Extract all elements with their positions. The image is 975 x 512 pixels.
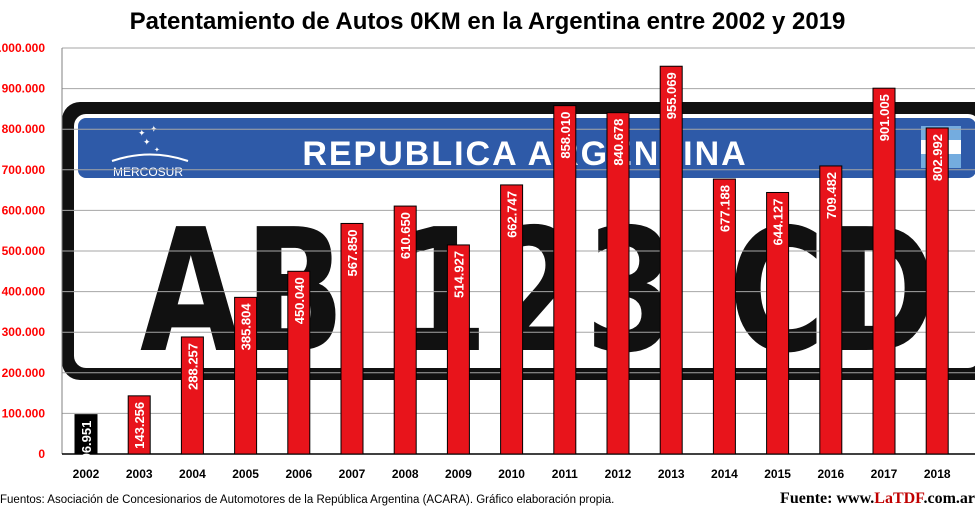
data-label-2002: 96.951 xyxy=(79,421,94,461)
svg-text:✦: ✦ xyxy=(154,146,160,154)
bar-2014 xyxy=(712,178,736,455)
x-tick-label: 2003 xyxy=(126,467,153,481)
source-site-suffix: .com.ar xyxy=(923,490,975,507)
data-label-2008: 610.650 xyxy=(398,212,413,259)
bar-2017 xyxy=(872,87,896,455)
data-label-2004: 288.257 xyxy=(185,343,200,390)
y-tick-label: 900.000 xyxy=(2,82,46,96)
y-tick-label: 600.000 xyxy=(2,203,46,217)
bar-2005 xyxy=(234,296,258,455)
bar-2004 xyxy=(180,336,204,455)
x-tick-label: 2014 xyxy=(711,467,738,481)
y-tick-label: 200.000 xyxy=(2,366,46,380)
x-tick-labels: 2002 2003 2004 2005 2006 2007 2008 2009 2010 2011… xyxy=(73,467,951,481)
x-tick-label: 2006 xyxy=(285,467,312,481)
x-tick-label: 2017 xyxy=(871,467,898,481)
data-label-2016: 709.482 xyxy=(824,172,839,219)
bar-2008 xyxy=(393,205,417,455)
bar-2006 xyxy=(287,270,311,455)
x-tick-label: 2012 xyxy=(605,467,632,481)
x-tick-label: 2005 xyxy=(232,467,259,481)
bars xyxy=(74,65,949,455)
x-tick-label: 2009 xyxy=(445,467,472,481)
mercosur-stars-icon: ✦ ✦ ✦ ✦ xyxy=(111,125,189,162)
x-tick-label: 2007 xyxy=(339,467,366,481)
bar-2013 xyxy=(659,65,683,455)
data-label-2003: 143.256 xyxy=(132,402,147,449)
data-label-2015: 644.127 xyxy=(771,198,786,245)
data-label-2017: 901.005 xyxy=(877,94,892,141)
data-labels: 96.951 143.256 288.257 385.804 450.040 567.85… xyxy=(79,72,945,461)
bar-2007 xyxy=(340,222,364,455)
y-tick-label: 800.000 xyxy=(2,122,46,136)
y-tick-label: 400.000 xyxy=(2,285,46,299)
plate-band xyxy=(78,118,975,178)
y-tick-labels: 0 100.000 200.000 300.000 400.000 500.000 600.… xyxy=(0,41,45,461)
bar-2016 xyxy=(819,165,843,455)
x-tick-label: 2010 xyxy=(498,467,525,481)
chart-title: Patentamiento de Autos 0KM en la Argenti… xyxy=(129,8,846,35)
mercosur-text: MERCOSUR xyxy=(113,165,183,179)
bar-2015 xyxy=(766,191,790,455)
svg-text:✦: ✦ xyxy=(138,129,146,139)
data-label-2005: 385.804 xyxy=(239,303,254,351)
data-label-2013: 955.069 xyxy=(664,72,679,119)
x-tick-label: 2011 xyxy=(552,467,578,481)
axes xyxy=(61,48,975,455)
bar-2009 xyxy=(446,244,470,455)
bar-2018 xyxy=(925,127,949,455)
data-label-2010: 662.747 xyxy=(505,191,520,238)
data-label-2012: 840.678 xyxy=(611,119,626,166)
data-label-2011: 858.010 xyxy=(558,112,573,159)
data-label-2018: 802.992 xyxy=(930,134,945,181)
svg-text:✦: ✦ xyxy=(150,125,158,135)
x-tick-label: 2016 xyxy=(817,467,844,481)
x-tick-label: 2013 xyxy=(658,467,685,481)
y-tick-label: 1.000.000 xyxy=(0,41,45,55)
bar-2003 xyxy=(127,395,151,455)
x-tick-label: 2015 xyxy=(764,467,791,481)
x-tick-label: 2008 xyxy=(392,467,419,481)
x-tick-label: 2004 xyxy=(179,467,206,481)
source-note: Fuentos: Asociación de Concesionarios de… xyxy=(0,494,615,506)
bar-2012 xyxy=(606,112,630,455)
bar-2011 xyxy=(553,105,577,455)
svg-text:✦: ✦ xyxy=(143,138,151,148)
y-tick-label: 0 xyxy=(38,447,45,461)
x-tick-label: 2018 xyxy=(924,467,951,481)
y-tick-label: 500.000 xyxy=(2,244,46,258)
bar-2010 xyxy=(500,184,524,455)
data-label-2009: 514.927 xyxy=(451,251,466,298)
x-tick-label: 2002 xyxy=(73,467,100,481)
source-site: Fuente: www.LaTDF.com.ar xyxy=(780,490,975,508)
data-label-2006: 450.040 xyxy=(292,277,307,324)
bar-2002 xyxy=(74,414,98,455)
source-site-brand: LaTDF xyxy=(874,490,924,507)
data-label-2007: 567.850 xyxy=(345,229,360,276)
y-tick-label: 700.000 xyxy=(2,163,46,177)
y-tick-label: 300.000 xyxy=(2,325,46,339)
source-site-prefix: Fuente: www. xyxy=(780,490,875,507)
y-tick-label: 100.000 xyxy=(2,406,46,420)
data-label-2014: 677.188 xyxy=(717,185,732,232)
